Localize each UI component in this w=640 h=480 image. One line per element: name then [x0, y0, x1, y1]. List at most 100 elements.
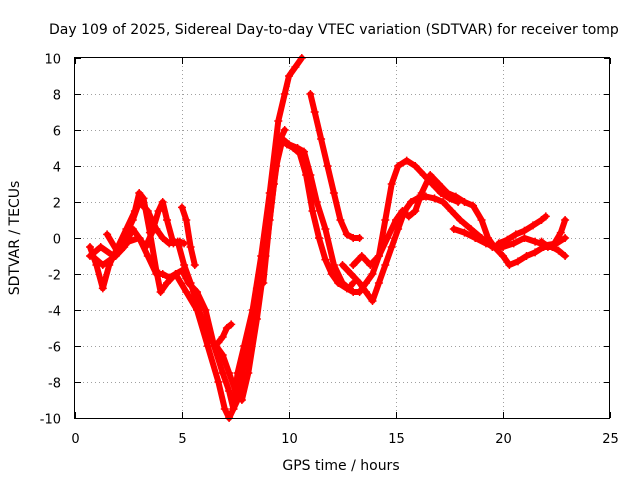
data-point [355, 234, 364, 242]
data-point [520, 226, 529, 235]
x-tick-label: 10 [281, 432, 298, 447]
data-point [225, 387, 234, 395]
data-point [503, 235, 512, 244]
data-point [98, 284, 107, 293]
data-point [180, 239, 189, 248]
data-point [171, 270, 180, 278]
data-point [554, 246, 563, 255]
data-point [163, 279, 171, 287]
data-point [511, 230, 520, 239]
y-tick-label: 10 [44, 53, 61, 68]
data-point [514, 257, 522, 266]
data-point [481, 239, 490, 248]
data-point [411, 162, 420, 170]
x-tick-label: 25 [602, 432, 619, 447]
data-point [128, 225, 137, 233]
data-point [302, 171, 311, 179]
data-point [103, 230, 112, 239]
data-point [434, 180, 443, 188]
data-point [218, 333, 227, 341]
data-point [252, 284, 261, 293]
data-point [163, 216, 171, 224]
series-trace-7 [276, 135, 463, 296]
data-point [175, 237, 184, 246]
data-point [96, 243, 105, 251]
data-point [259, 279, 268, 287]
data-point [148, 228, 156, 237]
data-point [471, 234, 480, 242]
data-point [456, 216, 465, 224]
series-line [87, 127, 288, 403]
data-point [88, 252, 97, 260]
data-point [139, 194, 148, 203]
data-point [233, 396, 242, 404]
x-axis-label: GPS time / hours [282, 458, 399, 474]
y-tick-label: 4 [53, 161, 61, 176]
ticks: 0 5 10 15 20 25 -10 -8 -6 -4 -2 0 2 4 6 8 10 [40, 53, 619, 448]
data-point [541, 212, 550, 221]
data-point [460, 228, 469, 237]
data-point [214, 378, 223, 386]
data-point [169, 239, 178, 248]
data-point [227, 320, 236, 329]
data-point [355, 279, 364, 287]
data-point [272, 162, 281, 170]
data-point [158, 198, 167, 206]
data-point [113, 248, 122, 257]
data-point [411, 207, 420, 215]
data-point [98, 261, 107, 269]
data-point [143, 252, 152, 260]
data-point [321, 225, 330, 233]
data-point [484, 234, 492, 242]
data-point [443, 189, 452, 197]
data-point [222, 324, 231, 332]
y-axis-label: SDTVAR / TECUs [7, 181, 23, 296]
data-point [329, 189, 338, 197]
data-point [368, 297, 377, 305]
data-point [394, 225, 403, 233]
data-point [374, 252, 383, 260]
data-point [184, 279, 193, 287]
data-point [556, 228, 565, 237]
series-line [215, 321, 235, 346]
data-point [315, 234, 323, 242]
data-point [128, 216, 137, 224]
data-point [349, 261, 358, 269]
data-point [244, 369, 253, 377]
data-point [193, 288, 201, 296]
data-point [398, 207, 407, 215]
plot-frame [74, 57, 610, 419]
data-point [274, 117, 283, 125]
data-point [387, 243, 396, 251]
series-trace-4 [103, 198, 189, 257]
y-tick-label: -10 [40, 413, 61, 428]
data-point [289, 144, 298, 152]
data-point [310, 108, 319, 116]
data-point [156, 288, 165, 296]
series-trace-10 [349, 171, 505, 269]
data-point [368, 270, 377, 278]
data-point [387, 180, 396, 188]
data-point [451, 192, 460, 201]
data-point [383, 234, 392, 242]
data-point [520, 234, 529, 242]
data-point [426, 171, 435, 179]
chart-title: Day 109 of 2025, Sidereal Day-to-day VTE… [49, 22, 619, 38]
data-point [285, 72, 293, 80]
data-point [494, 239, 503, 248]
data-point [357, 252, 366, 260]
y-tick-label: 2 [53, 197, 61, 212]
data-point [404, 212, 413, 221]
data-point [321, 255, 330, 264]
data-point [537, 216, 546, 224]
series-line [350, 172, 504, 268]
data-point [280, 126, 289, 134]
data-point [317, 135, 326, 143]
data-point [141, 243, 150, 251]
data-point [342, 230, 351, 239]
data-point [265, 216, 274, 224]
data-point [490, 243, 499, 251]
data-point [229, 405, 238, 413]
data-point [394, 162, 403, 170]
x-tick-label: 5 [178, 432, 186, 447]
